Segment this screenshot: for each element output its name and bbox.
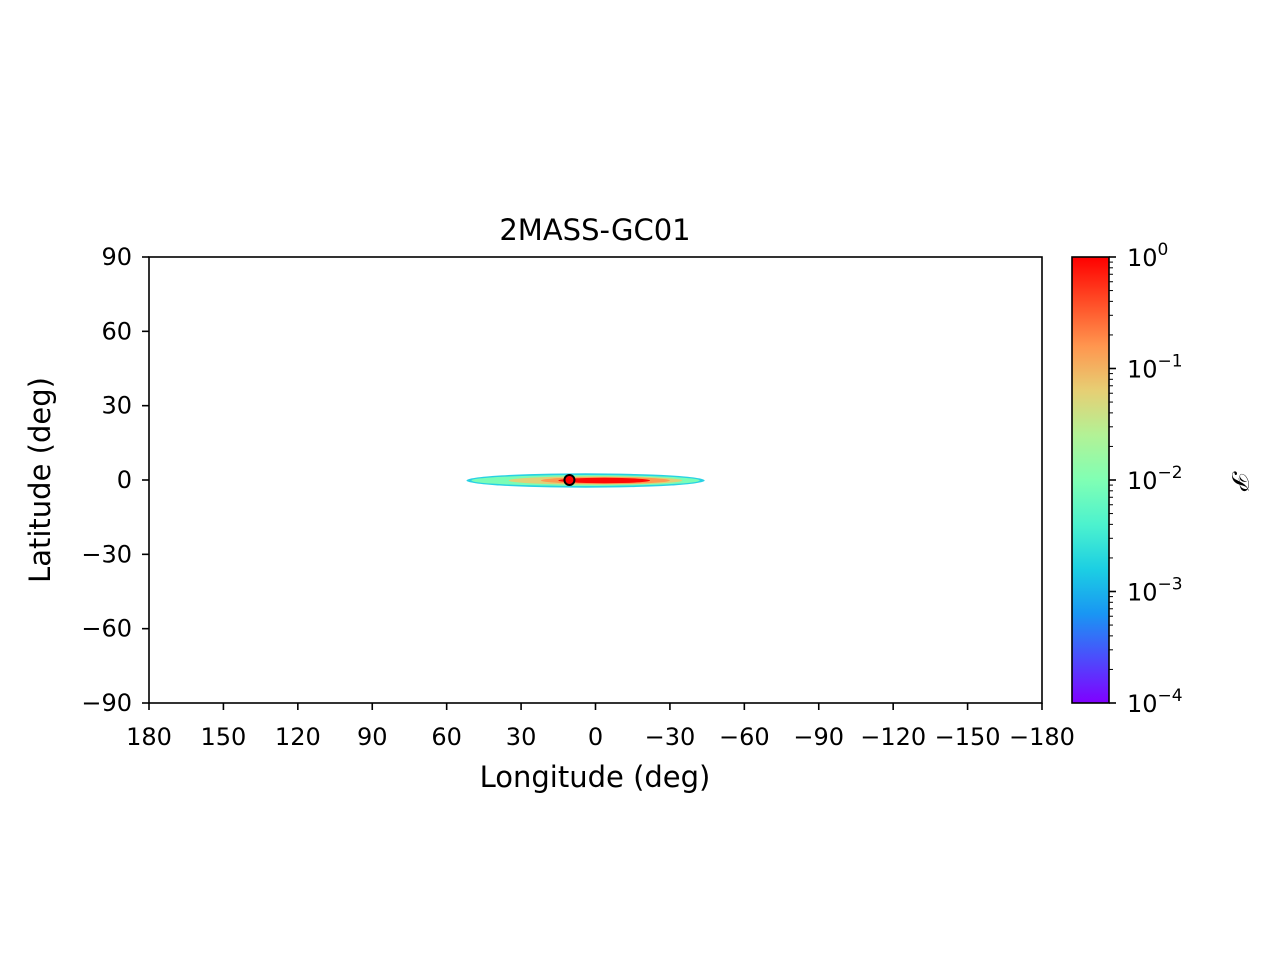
- y-tick-label: −90: [81, 689, 132, 717]
- colorbar-label: 𝒫: [1226, 471, 1254, 491]
- y-tick-label: 30: [101, 392, 132, 420]
- colorbar-ticks: 100 10−1 10−2 10−3 10−4: [1109, 240, 1183, 718]
- colorbar-tick-label: 10−2: [1127, 463, 1183, 495]
- y-tick-label: −30: [81, 540, 132, 568]
- x-tick-label: 60: [431, 723, 462, 751]
- x-tick-label: −30: [645, 723, 696, 751]
- y-tick-label: −60: [81, 615, 132, 643]
- y-tick-label: 60: [101, 317, 132, 345]
- x-tick-label: 150: [201, 723, 247, 751]
- x-axis: 180 150 120 90 60 30 0 −30 −60 −90 −120 −150 −180: [126, 703, 1075, 751]
- x-tick-label: 180: [126, 723, 172, 751]
- probability-layer-4: [558, 477, 651, 484]
- chart-title: 2MASS-GC01: [499, 213, 690, 247]
- source-marker: [563, 474, 576, 486]
- x-tick-label: 0: [588, 723, 603, 751]
- colorbar-tick-label: 10−4: [1127, 686, 1183, 718]
- x-tick-label: −120: [860, 723, 926, 751]
- x-tick-label: 90: [357, 723, 388, 751]
- colorbar-tick-label: 100: [1127, 240, 1168, 272]
- x-tick-label: 120: [275, 723, 321, 751]
- plot-area: [466, 473, 705, 488]
- x-tick-label: 30: [506, 723, 537, 751]
- y-tick-label: 90: [101, 243, 132, 271]
- colorbar: 100 10−1 10−2 10−3 10−4 𝒫: [1071, 240, 1254, 718]
- x-tick-label: −150: [935, 723, 1001, 751]
- colorbar-tick-label: 10−1: [1127, 352, 1183, 384]
- x-tick-label: −90: [793, 723, 844, 751]
- x-axis-label: Longitude (deg): [480, 760, 711, 794]
- x-tick-label: −180: [1009, 723, 1075, 751]
- y-axis: 90 60 30 0 −30 −60 −90: [81, 243, 149, 717]
- colorbar-tick-label: 10−3: [1127, 575, 1183, 607]
- y-tick-label: 0: [117, 466, 132, 494]
- x-tick-label: −60: [719, 723, 770, 751]
- y-axis-label: Latitude (deg): [23, 377, 57, 583]
- colorbar-gradient: [1071, 256, 1110, 704]
